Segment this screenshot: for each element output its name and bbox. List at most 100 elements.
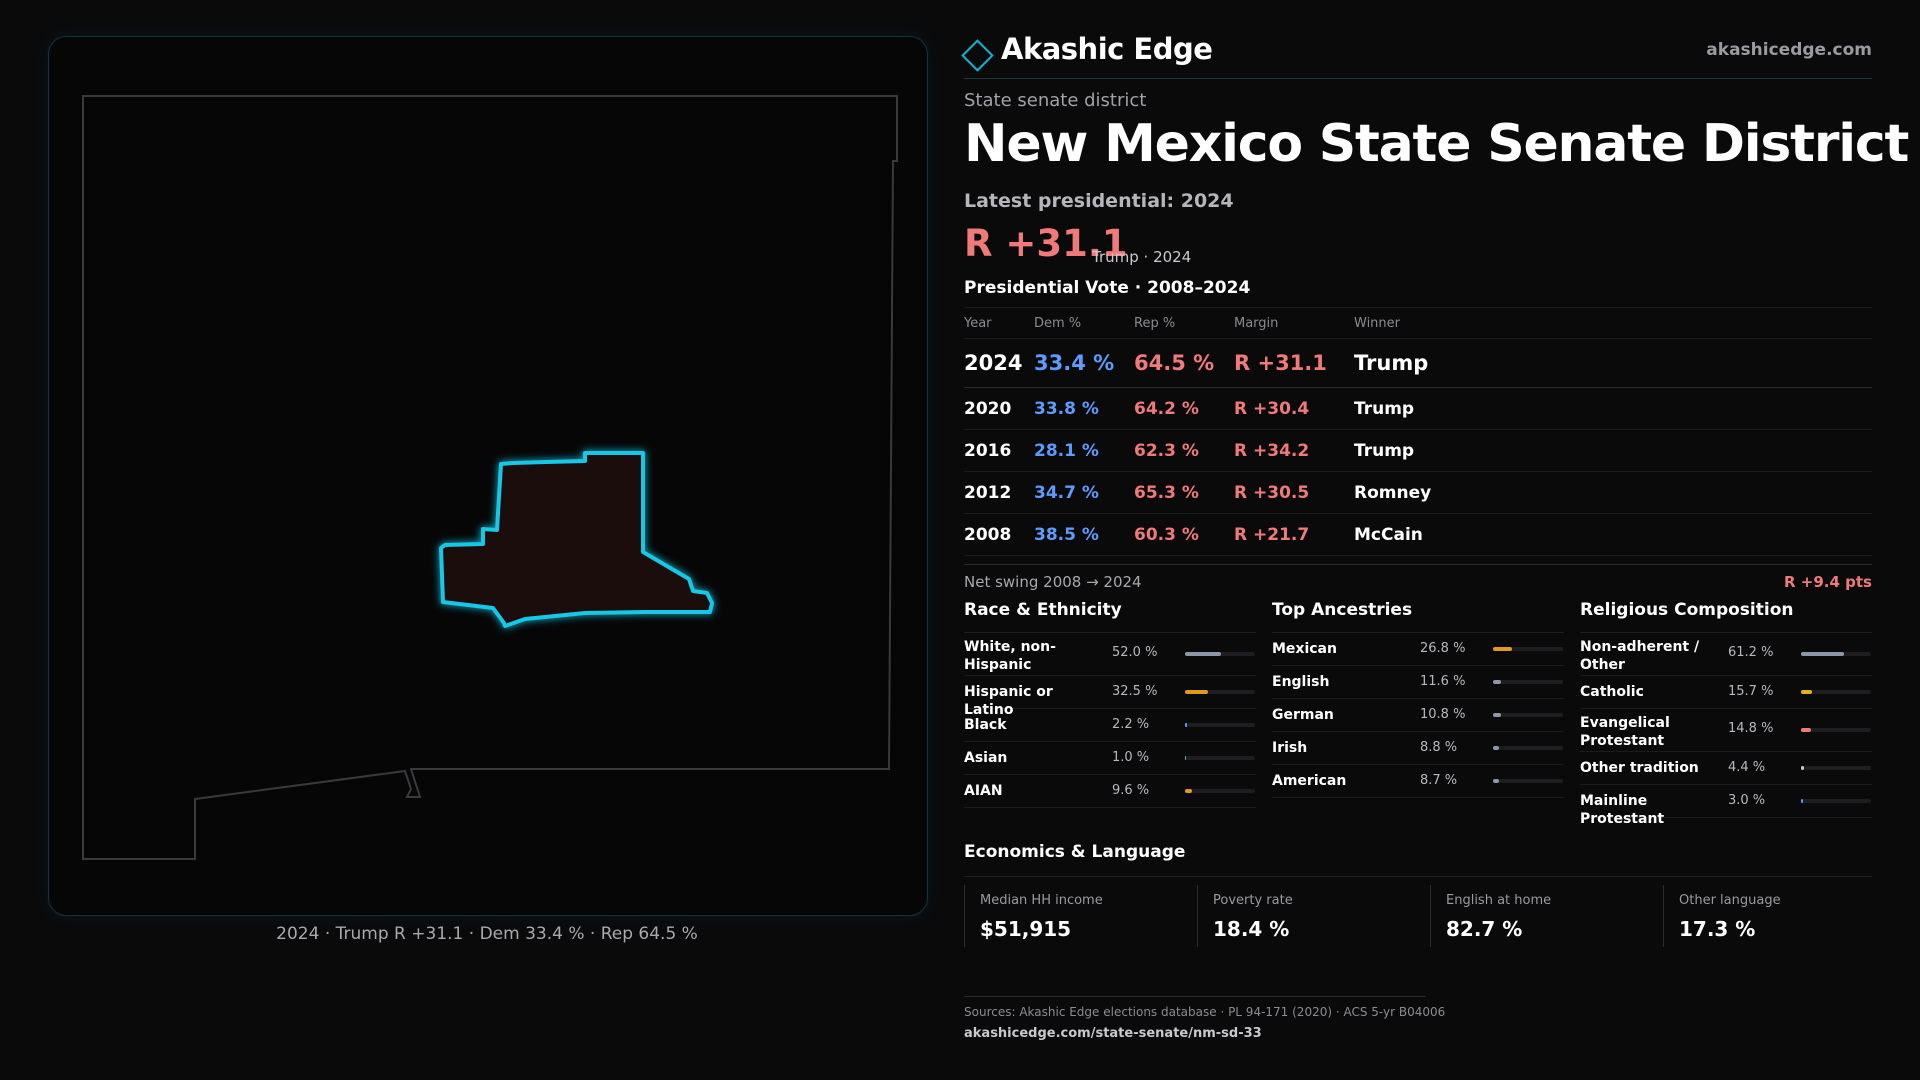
religion-label: Non-adherent / Other xyxy=(1580,639,1700,673)
race-label: AIAN xyxy=(964,783,1003,799)
list-item: Evangelical Protestant 14.8 % xyxy=(1580,709,1872,752)
econ-card-english: English at home 82.7 % xyxy=(1430,885,1641,947)
ancestry-pct: 11.6 % xyxy=(1420,674,1466,689)
list-item: English 11.6 % xyxy=(1272,666,1564,699)
list-item: Hispanic or Latino 32.5 % xyxy=(964,676,1256,718)
religion-pct: 61.2 % xyxy=(1728,645,1774,660)
list-item: Other tradition 4.4 % xyxy=(1580,752,1872,785)
page-kicker: State senate district xyxy=(964,90,1147,111)
ancestry-label: German xyxy=(1272,707,1334,723)
col-year: Year xyxy=(964,307,1034,339)
religion-pct: 14.8 % xyxy=(1728,721,1774,736)
cell-dem: 33.4 % xyxy=(1034,338,1134,388)
race-pct: 9.6 % xyxy=(1112,783,1150,798)
econ-label: Poverty rate xyxy=(1213,893,1293,908)
list-item: Asian 1.0 % xyxy=(964,742,1256,775)
ancestry-pct: 10.8 % xyxy=(1420,707,1466,722)
religion-bar-fill xyxy=(1801,766,1805,770)
cell-margin: R +30.5 xyxy=(1234,471,1354,514)
table-row: 2016 28.1 % 62.3 % R +34.2 Trump xyxy=(964,429,1872,472)
religion-bar-fill xyxy=(1801,652,1844,656)
cell-rep: 64.2 % xyxy=(1134,387,1234,430)
cell-rep: 60.3 % xyxy=(1134,513,1234,556)
col-margin: Margin xyxy=(1234,307,1354,339)
ancestry-bar-fill xyxy=(1493,647,1512,651)
district-map[interactable] xyxy=(48,36,928,916)
econ-value: 18.4 % xyxy=(1213,917,1290,941)
cell-winner: McCain xyxy=(1354,513,1872,556)
religion-bar xyxy=(1801,799,1871,803)
district-outline[interactable] xyxy=(439,451,714,628)
religion-bar xyxy=(1801,690,1871,694)
details-panel: Akashic Edge akashicedge.com State senat… xyxy=(961,0,1920,1080)
brand-bar: Akashic Edge akashicedge.com xyxy=(961,30,1872,79)
econ-label: English at home xyxy=(1446,893,1552,908)
ancestry-bar-fill xyxy=(1493,746,1500,750)
cell-winner: Romney xyxy=(1354,471,1872,514)
net-swing-value: R +9.4 pts xyxy=(1784,573,1872,591)
ancestry-bar xyxy=(1493,713,1563,717)
col-winner: Winner xyxy=(1354,307,1872,339)
race-bar xyxy=(1185,756,1255,760)
ancestry-bar-fill xyxy=(1493,680,1502,684)
sources-link[interactable]: akashicedge.com/state-senate/nm-sd-33 xyxy=(964,1026,1262,1041)
brand-name: Akashic Edge xyxy=(1001,32,1213,66)
econ-card-income: Median HH income $51,915 xyxy=(964,885,1175,947)
list-item: American 8.7 % xyxy=(1272,765,1564,798)
econ-value: 82.7 % xyxy=(1446,917,1523,941)
net-swing-label: Net swing 2008 → 2024 xyxy=(964,573,1142,591)
religion-pct: 15.7 % xyxy=(1728,684,1774,699)
ancestry-bar-fill xyxy=(1493,713,1501,717)
sources-divider xyxy=(964,996,1426,997)
race-bar-fill xyxy=(1185,690,1208,694)
cell-dem: 34.7 % xyxy=(1034,471,1134,514)
religion-bar xyxy=(1801,728,1871,732)
race-bar-fill xyxy=(1185,756,1187,760)
race-label: Asian xyxy=(964,750,1008,766)
cell-year: 2012 xyxy=(964,471,1034,514)
ancestry-pct: 8.8 % xyxy=(1420,740,1458,755)
map-caption: 2024 · Trump R +31.1 · Dem 33.4 % · Rep … xyxy=(276,924,698,944)
race-pct: 2.2 % xyxy=(1112,717,1150,732)
ancestry-pct: 8.7 % xyxy=(1420,773,1458,788)
race-heading: Race & Ethnicity xyxy=(964,600,1256,633)
econ-label: Other language xyxy=(1679,893,1781,908)
cell-rep: 65.3 % xyxy=(1134,471,1234,514)
cell-margin: R +21.7 xyxy=(1234,513,1354,556)
list-item: White, non-Hispanic 52.0 % xyxy=(964,633,1256,676)
religion-bar-fill xyxy=(1801,690,1812,694)
brand-url[interactable]: akashicedge.com xyxy=(1706,40,1872,60)
ancestry-label: Irish xyxy=(1272,740,1308,756)
cell-winner: Trump xyxy=(1354,338,1872,388)
cell-winner: Trump xyxy=(1354,429,1872,472)
col-rep: Rep % xyxy=(1134,307,1234,339)
state-outline xyxy=(82,95,898,860)
latest-label: Latest presidential: 2024 xyxy=(964,190,1234,212)
econ-value: 17.3 % xyxy=(1679,917,1756,941)
ancestry-label: English xyxy=(1272,674,1330,690)
religion-heading: Religious Composition xyxy=(1580,600,1872,633)
religion-bar-fill xyxy=(1801,728,1812,732)
race-bar xyxy=(1185,723,1255,727)
cell-year: 2024 xyxy=(964,338,1034,388)
list-item: Catholic 15.7 % xyxy=(1580,676,1872,709)
cell-year: 2020 xyxy=(964,387,1034,430)
cell-margin: R +30.4 xyxy=(1234,387,1354,430)
ancestry-pct: 26.8 % xyxy=(1420,641,1466,656)
econ-card-other-language: Other language 17.3 % xyxy=(1663,885,1874,947)
list-item: German 10.8 % xyxy=(1272,699,1564,732)
ancestry-bar-fill xyxy=(1493,779,1500,783)
religion-label: Evangelical Protestant xyxy=(1580,715,1670,749)
religion-section: Religious Composition Non-adherent / Oth… xyxy=(1580,600,1872,827)
cell-dem: 38.5 % xyxy=(1034,513,1134,556)
cell-year: 2016 xyxy=(964,429,1034,472)
ancestry-heading: Top Ancestries xyxy=(1272,600,1564,633)
brand-logo-icon xyxy=(961,39,994,72)
list-item: Non-adherent / Other 61.2 % xyxy=(1580,633,1872,676)
cell-rep: 62.3 % xyxy=(1134,429,1234,472)
econ-value: $51,915 xyxy=(980,917,1072,941)
table-row: 2024 33.4 % 64.5 % R +31.1 Trump xyxy=(964,338,1872,388)
table-row: 2012 34.7 % 65.3 % R +30.5 Romney xyxy=(964,471,1872,514)
race-label: Black xyxy=(964,717,1007,733)
race-section: Race & Ethnicity White, non-Hispanic 52.… xyxy=(964,600,1256,808)
